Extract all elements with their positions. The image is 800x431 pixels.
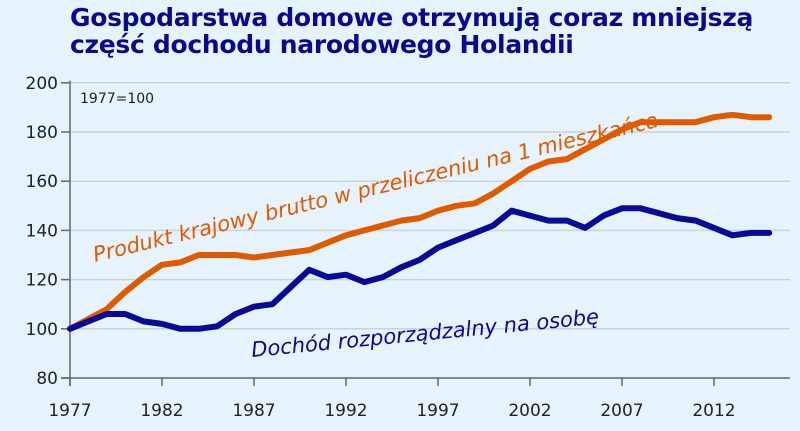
base-year-note: 1977=100 [80,91,154,107]
x-tick-label: 1987 [232,401,275,421]
y-tick-label: 120 [26,271,58,291]
x-tick-label: 1992 [324,401,367,421]
chart-title-line1: Gospodarstwa domowe otrzymują coraz mnie… [70,3,754,32]
income-line [67,205,773,332]
y-tick-label: 200 [26,74,58,94]
y-tick-label: 160 [26,172,58,192]
x-tick-label: 2012 [692,401,735,421]
chart-title-line2: część dochodu narodowego Holandii [70,30,574,59]
y-tick-label: 180 [26,123,58,143]
x-axis-ticks: 1977 1982 1987 1992 1997 2002 2007 2012 [48,401,735,421]
x-tick-label: 1977 [48,401,91,421]
y-tick-label: 100 [26,320,58,340]
y-tick-label: 80 [36,369,58,389]
chart-title: Gospodarstwa domowe otrzymują coraz mnie… [70,4,790,58]
income-series-label: Dochód rozporządzalny na osobę [250,305,600,362]
x-tick-label: 1982 [140,401,183,421]
x-tick-label: 2007 [600,401,643,421]
x-tick-label: 2002 [508,401,551,421]
y-tick-label: 140 [26,221,58,241]
gdp-line [67,111,773,332]
y-axis-ticks: 80 100 120 140 160 180 200 [26,74,58,389]
x-tick-label: 1997 [416,401,459,421]
